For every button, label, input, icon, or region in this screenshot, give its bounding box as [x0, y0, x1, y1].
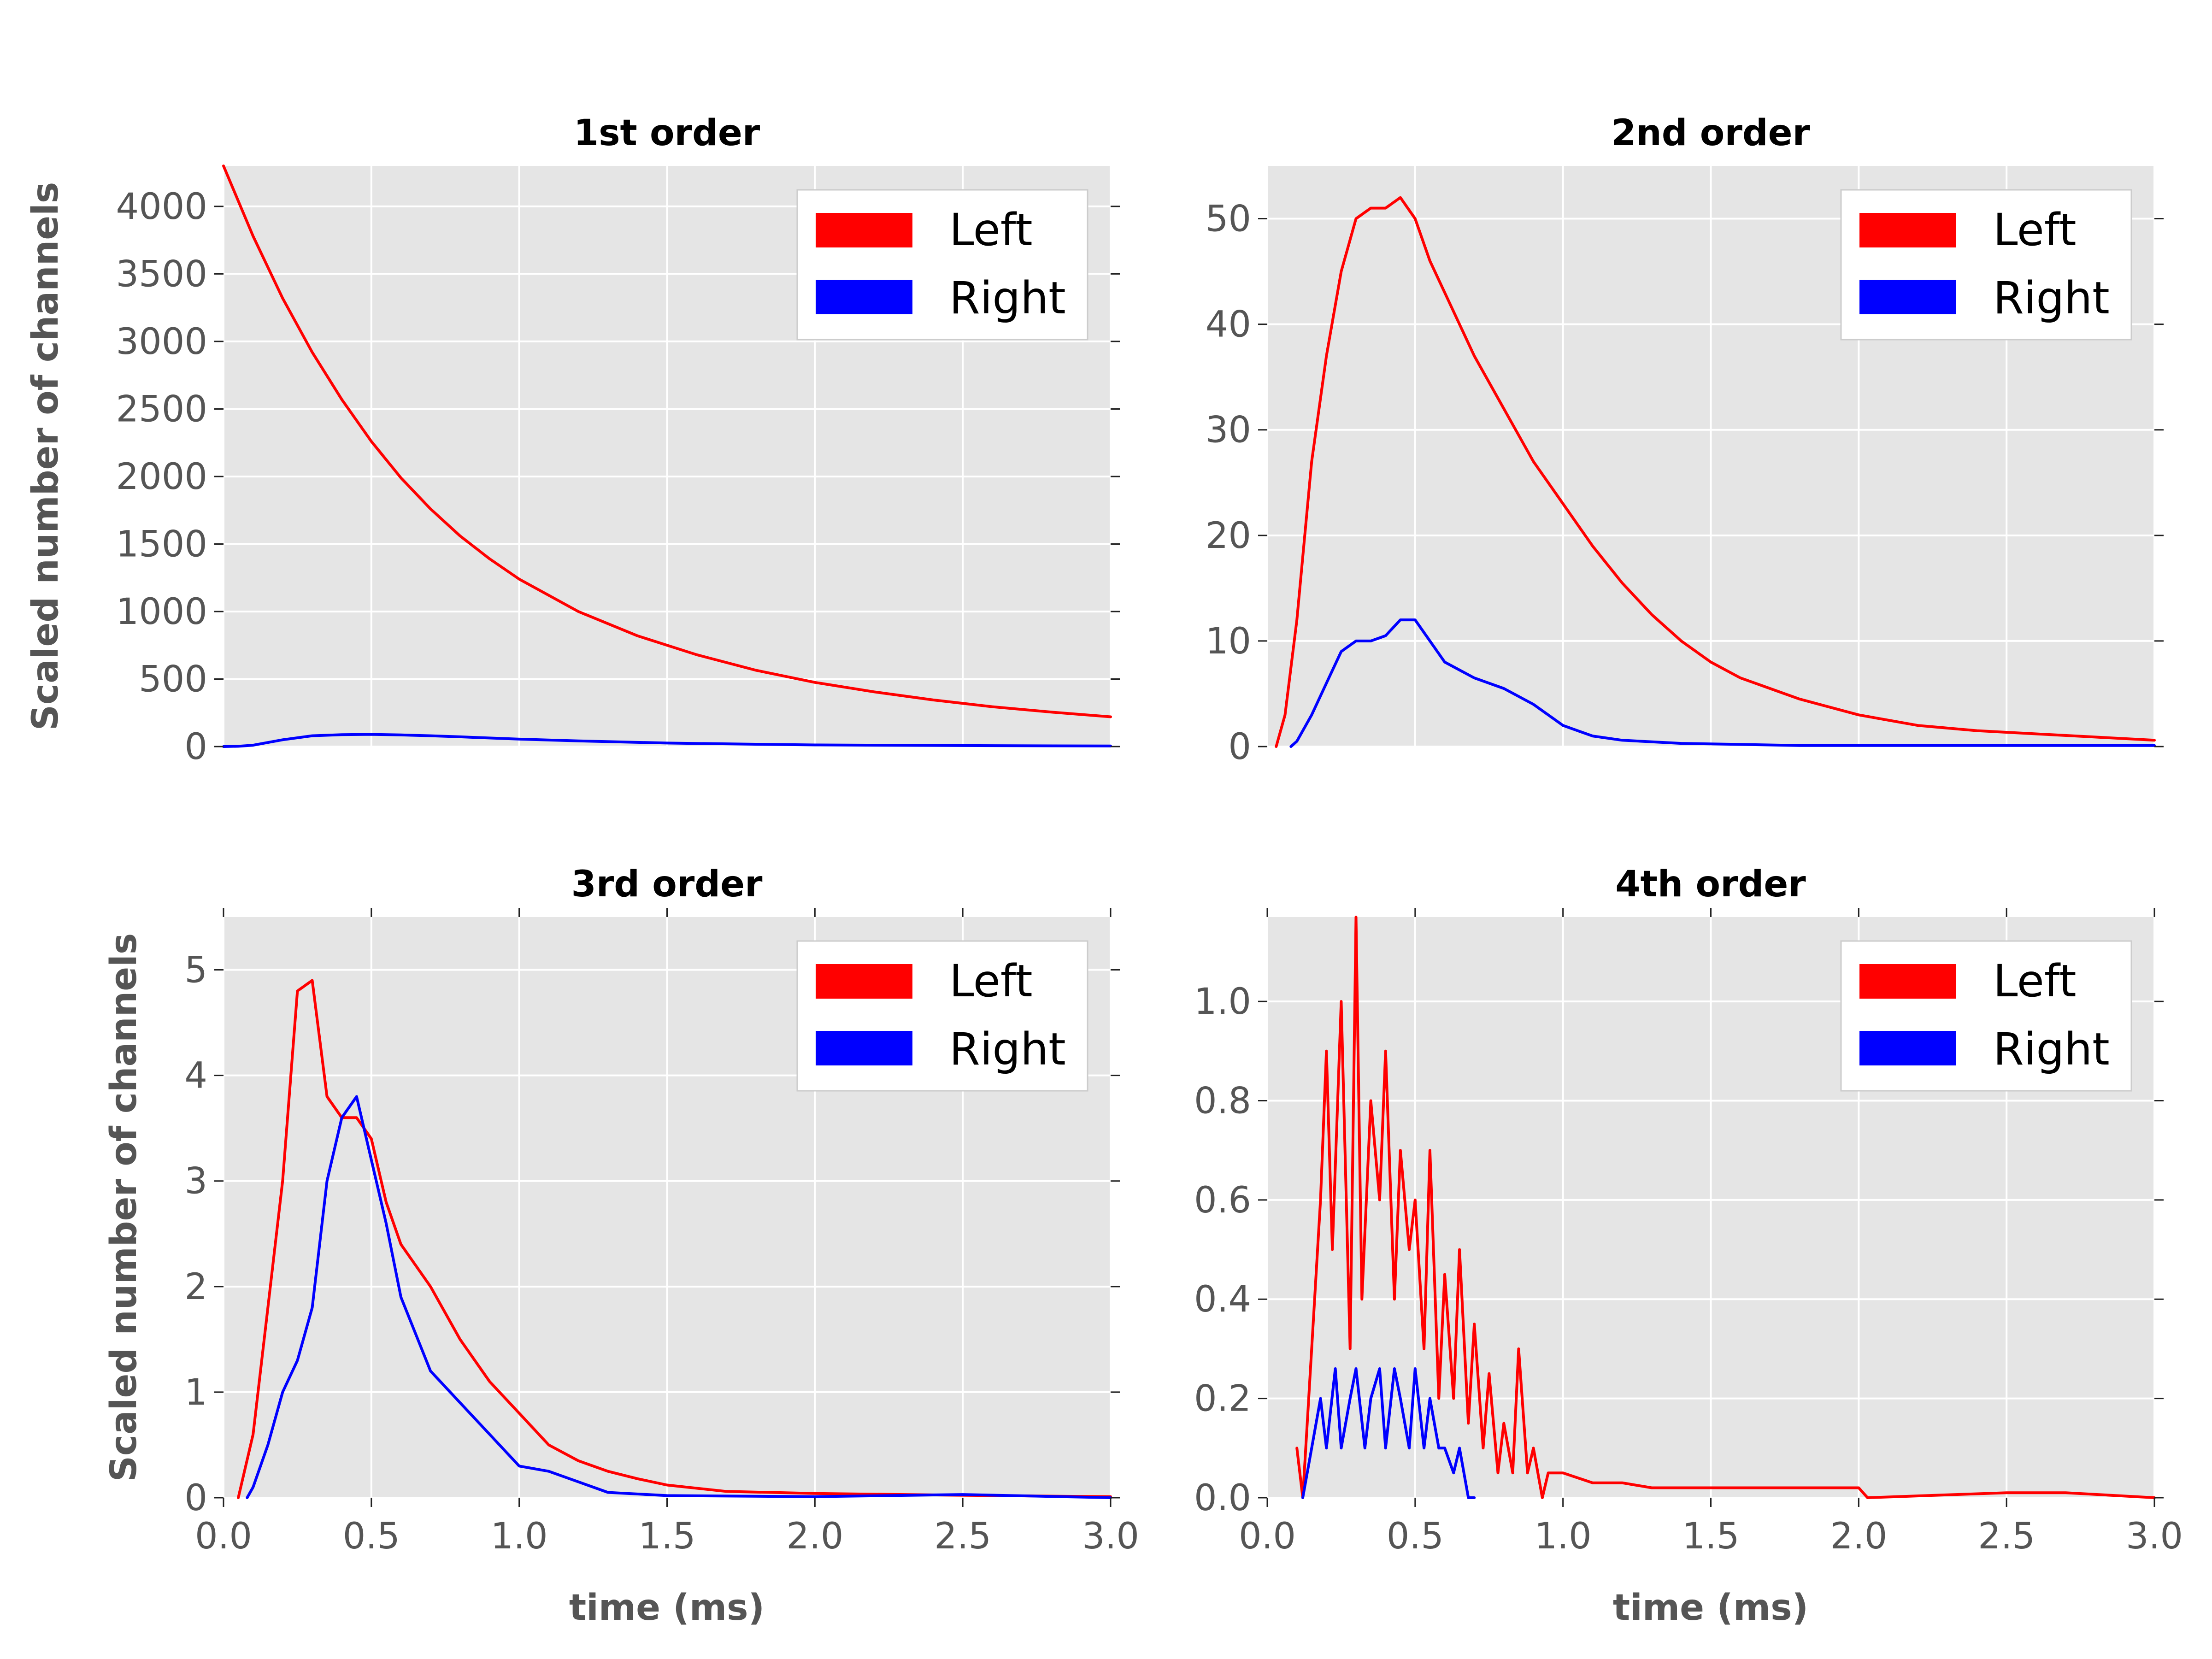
- y-tick-label: 3: [184, 1161, 207, 1202]
- y-tick-label: 1500: [116, 524, 207, 565]
- legend-swatch-left: [816, 213, 912, 247]
- x-tick-label: 2.0: [786, 1516, 843, 1557]
- y-tick-label: 2500: [116, 388, 207, 430]
- subplot-1st-order: 0 500 1000 1500 2000 2500 3000 3500 4000 1st ord…: [25, 112, 1120, 768]
- y-tick-label: 4: [184, 1055, 207, 1097]
- legend-swatch-left: [1859, 213, 1956, 247]
- series-line-left: [222, 165, 1112, 718]
- y-tick-label: 1.0: [1194, 981, 1251, 1023]
- series-line-left: [1275, 196, 2156, 748]
- legend-swatch-left: [816, 964, 912, 999]
- legend-label-left: Left: [1993, 204, 2077, 256]
- legend-label-right: Right: [1993, 272, 2110, 324]
- tick-marks: [1258, 908, 2164, 1507]
- x-tick-label: 1.0: [1535, 1516, 1592, 1557]
- series-line-right: [1289, 618, 2156, 748]
- subplot-3rd-order: 0 1 2 3 4 5 0.0 0.5 1.0 1.5 2.0 2.5 3.0 3rd order Le…: [103, 864, 1139, 1629]
- panel-title: 4th order: [1615, 864, 1806, 905]
- y-tick-label: 10: [1206, 621, 1251, 662]
- y-tick-label: 0: [184, 726, 207, 768]
- series-line-right: [246, 1095, 1112, 1499]
- x-tick-label: 2.5: [1978, 1516, 2035, 1557]
- series-line-left: [237, 979, 1112, 1499]
- tick-labels: 0.0 0.2 0.4 0.6 0.8 1.0 0.0 0.5 1.0 1.5 2.0 2.5 3.0: [1194, 981, 2183, 1557]
- y-tick-label: 0: [184, 1477, 207, 1519]
- y-axis-label: Scaled number of channels: [103, 933, 145, 1482]
- x-axis-label: time (ms): [1613, 1587, 1808, 1629]
- panel-title: 1st order: [574, 112, 760, 154]
- legend-label-right: Right: [949, 1024, 1066, 1075]
- tick-labels: 0 500 1000 1500 2000 2500 3000 3500 4000: [116, 186, 207, 768]
- y-tick-label: 0.6: [1194, 1180, 1251, 1221]
- y-tick-label: 2000: [116, 456, 207, 498]
- x-tick-label: 1.0: [491, 1516, 548, 1557]
- tick-labels: 0 10 20 30 40 50: [1206, 199, 1251, 768]
- tick-marks: [214, 908, 1120, 1507]
- legend-label-right: Right: [949, 272, 1066, 324]
- x-axis-label: time (ms): [569, 1587, 765, 1629]
- x-tick-label: 2.5: [934, 1516, 991, 1557]
- y-tick-label: 0.0: [1194, 1477, 1251, 1519]
- x-tick-label: 0.5: [1387, 1516, 1444, 1557]
- series-lines: [237, 979, 1112, 1499]
- legend-label-left: Left: [949, 204, 1033, 256]
- legend: Left Right: [1840, 940, 2132, 1092]
- x-tick-label: 1.5: [1682, 1516, 1739, 1557]
- x-tick-label: 0.5: [343, 1516, 400, 1557]
- subplot-4th-order: 0.00.20.40.60.81.00.0 0.5 1.0 1.5 2.0 2.5 3.0 …: [1194, 864, 2183, 1629]
- y-tick-label: 500: [139, 659, 207, 700]
- tick-marks: [1258, 218, 2164, 747]
- x-tick-label: 3.0: [1082, 1516, 1139, 1557]
- legend-label-left: Left: [1993, 955, 2077, 1007]
- y-axis-label: Scaled number of channels: [25, 182, 66, 731]
- panel-title: 2nd order: [1611, 112, 1811, 154]
- y-tick-label: 20: [1206, 515, 1251, 557]
- legend-label-left: Left: [949, 955, 1033, 1007]
- y-tick-label: 50: [1206, 199, 1251, 240]
- series-lines: [1275, 196, 2156, 748]
- legend-swatch-right: [816, 1031, 912, 1065]
- y-tick-label: 0: [1228, 726, 1251, 768]
- y-tick-label: 5: [184, 950, 207, 991]
- legend: Left Right: [796, 940, 1088, 1092]
- series-lines: [1295, 916, 2156, 1499]
- y-tick-label: 1000: [116, 591, 207, 633]
- x-tick-label: 0.0: [195, 1516, 252, 1557]
- y-tick-label: 3000: [116, 321, 207, 363]
- subplot-2nd-order: 0 10 20 30 40 50 2nd order Left Right: [1206, 112, 2164, 768]
- legend-label-right: Right: [1993, 1024, 2110, 1075]
- y-tick-label: 2: [184, 1266, 207, 1308]
- series-line-left: [1295, 916, 2156, 1499]
- x-tick-label: 2.0: [1830, 1516, 1887, 1557]
- legend: Left Right: [1840, 189, 2132, 341]
- series-line-right: [222, 733, 1112, 748]
- x-tick-label: 0.0: [1239, 1516, 1296, 1557]
- legend: Left Right: [796, 189, 1088, 341]
- series-line-right: [1301, 1367, 1476, 1499]
- y-tick-label: 0.8: [1194, 1080, 1251, 1122]
- y-tick-label: 40: [1206, 304, 1251, 346]
- tick-marks: [214, 206, 1120, 747]
- legend-swatch-right: [1859, 280, 1956, 314]
- series-lines: [222, 165, 1112, 748]
- x-tick-label: 3.0: [2126, 1516, 2183, 1557]
- y-tick-label: 30: [1206, 410, 1251, 451]
- x-tick-label: 1.5: [638, 1516, 695, 1557]
- legend-swatch-left: [1859, 964, 1956, 999]
- panel-title: 3rd order: [571, 864, 763, 905]
- y-tick-label: 0.4: [1194, 1279, 1251, 1320]
- y-tick-label: 0.2: [1194, 1378, 1251, 1420]
- legend-swatch-right: [1859, 1031, 1956, 1065]
- legend-swatch-right: [816, 280, 912, 314]
- y-tick-label: 4000: [116, 186, 207, 228]
- tick-labels: 0 1 2 3 4 5 0.0 0.5 1.0 1.5 2.0 2.5 3.0: [184, 950, 1139, 1557]
- y-tick-label: 3500: [116, 253, 207, 295]
- y-tick-label: 1: [184, 1372, 207, 1413]
